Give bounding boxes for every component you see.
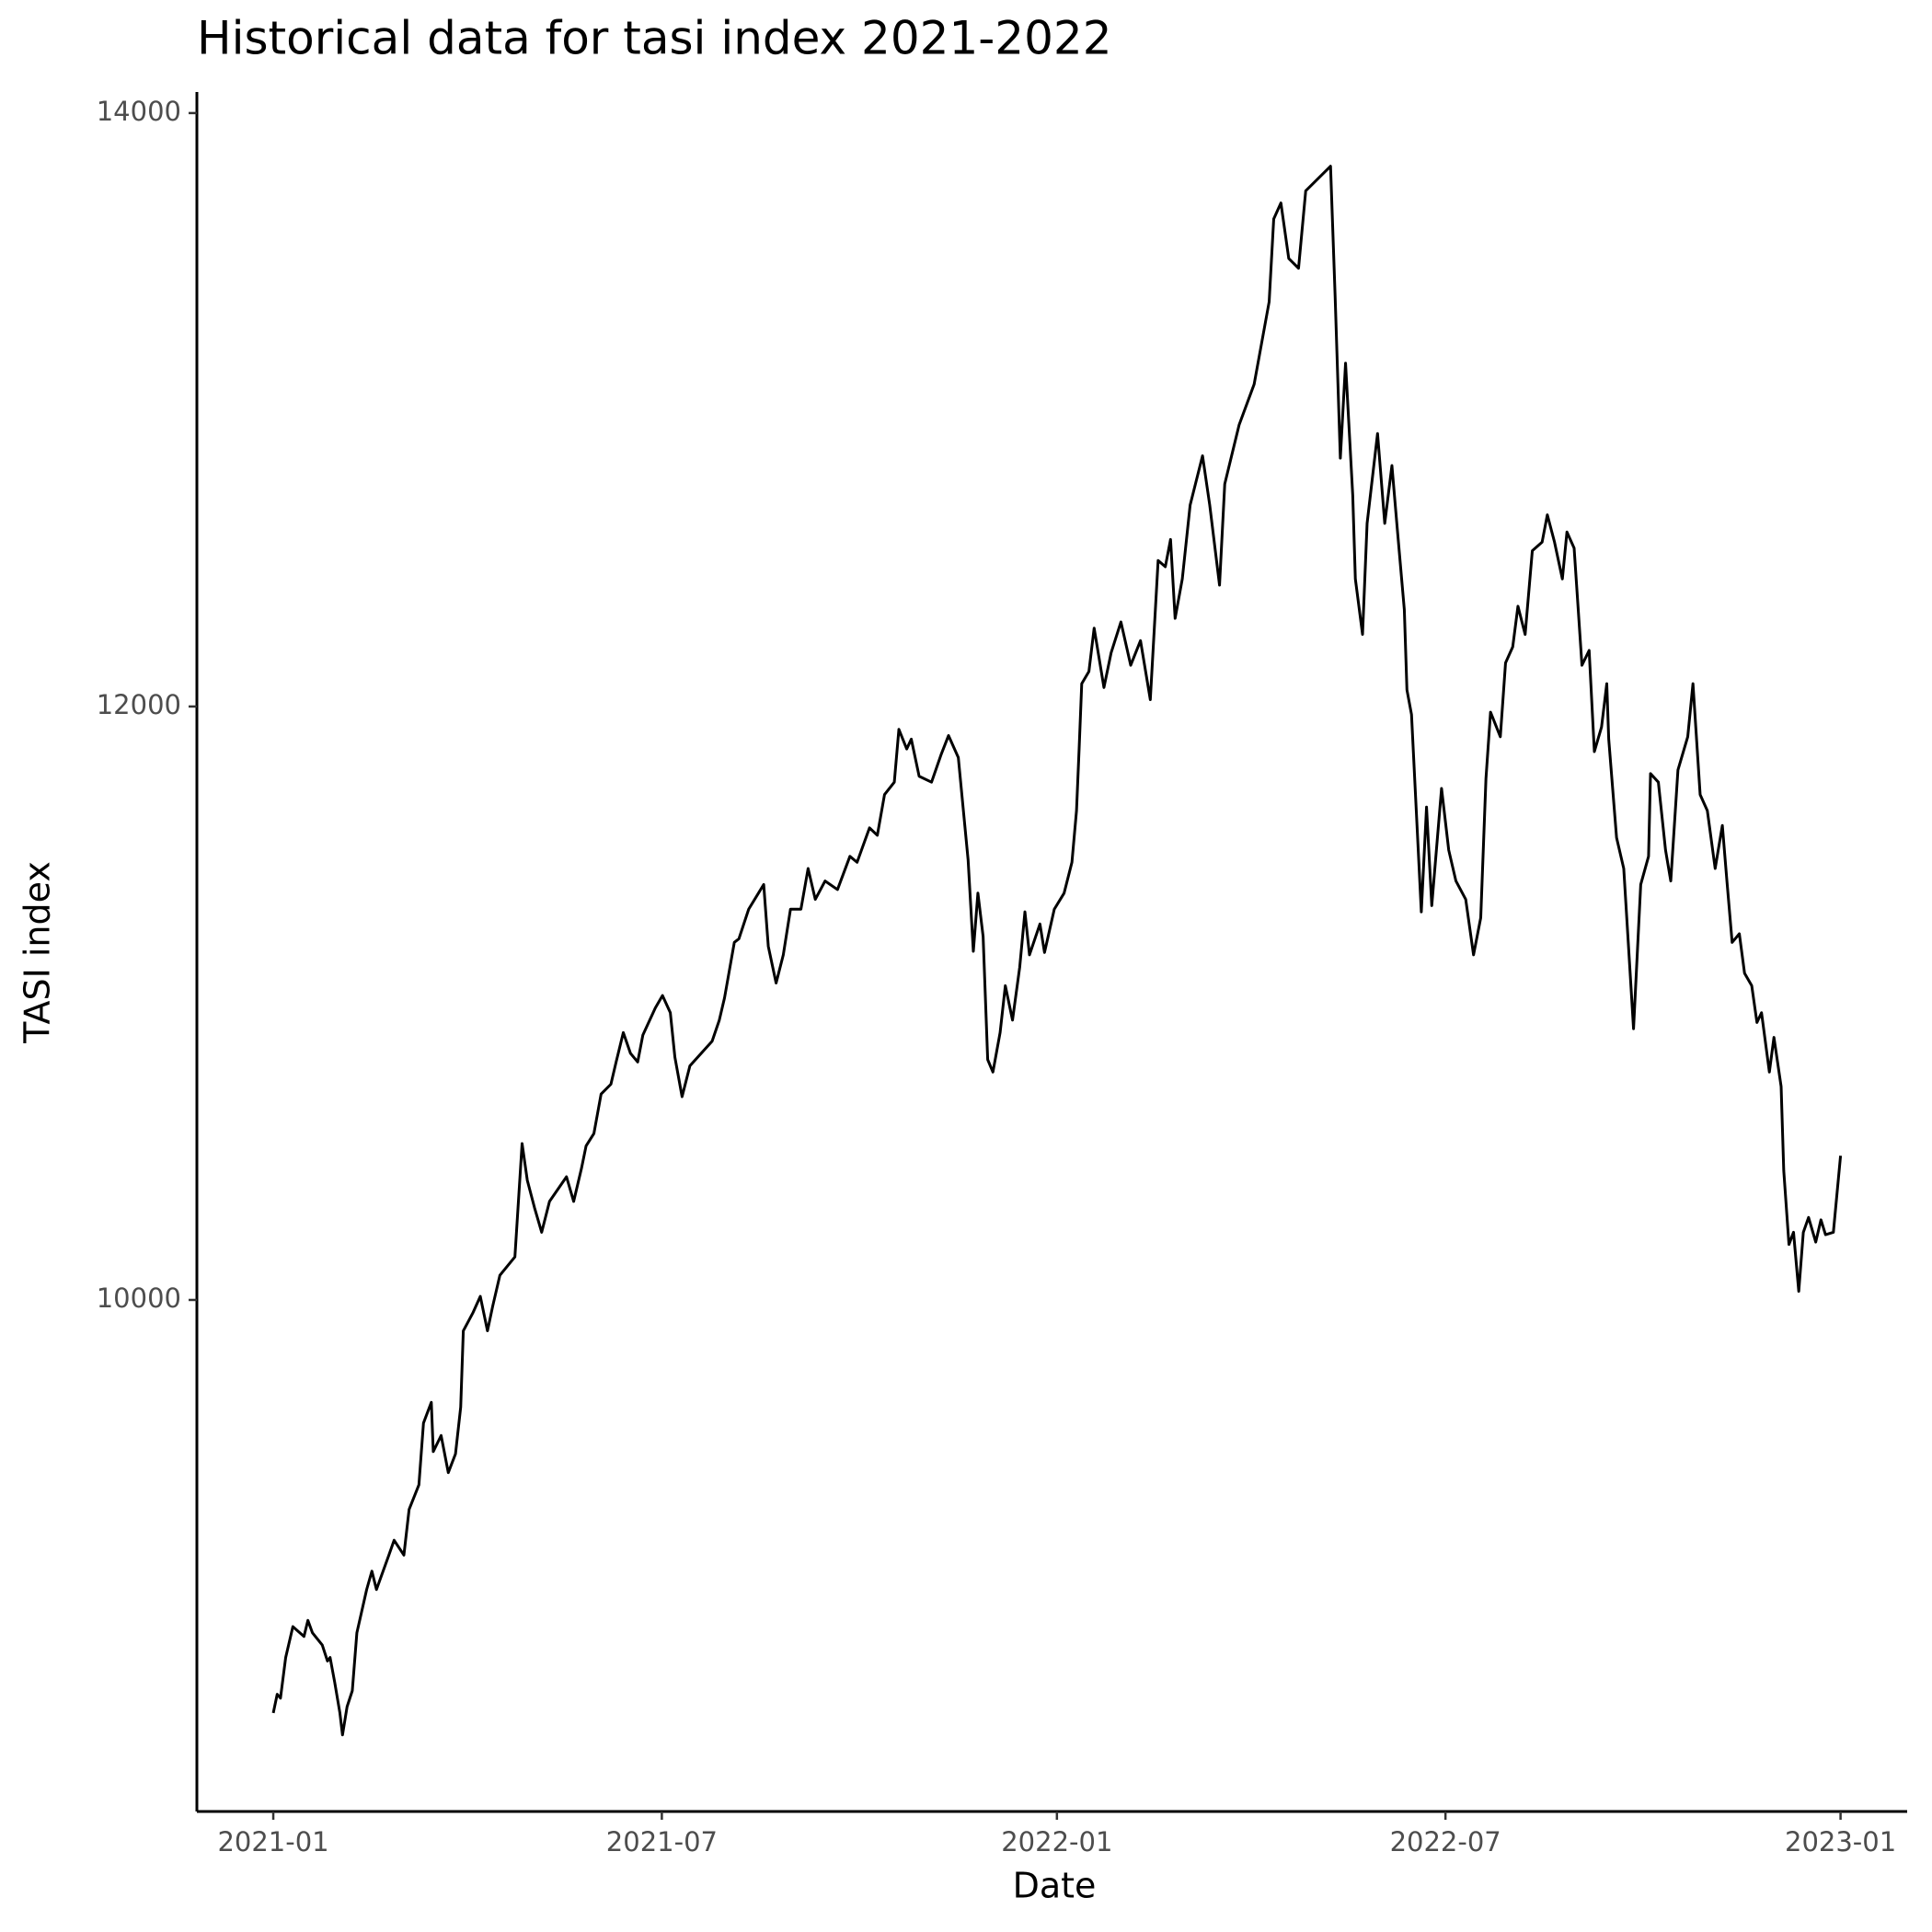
x-tick-label: 2022-07 [1390,1826,1501,1857]
x-tick-label: 2021-07 [606,1826,718,1857]
x-tick-label: 2022-01 [1001,1826,1112,1857]
chart-title: Historical data for tasi index 2021-2022 [197,12,1112,65]
y-axis-title: TASI index [17,861,58,1044]
x-tick-label: 2023-01 [1785,1826,1896,1857]
x-axis-title: Date [1013,1866,1097,1906]
y-tick-label: 14000 [97,96,181,127]
x-tick-label: 2021-01 [217,1826,328,1857]
data-line [271,165,1843,1737]
y-tick-label: 10000 [97,1282,181,1314]
y-tick-label: 12000 [97,689,181,720]
